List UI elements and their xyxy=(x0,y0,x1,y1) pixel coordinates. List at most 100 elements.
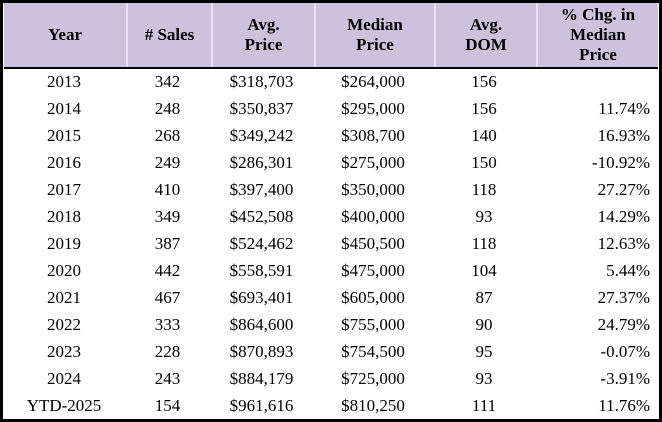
table-cell: 154 xyxy=(154,395,181,415)
table-row: YTD-2025 154 $961,616 $810,250 111 11.76% xyxy=(3,392,659,419)
table-row: 2023 228 $870,893 $754,500 95 -0.07% xyxy=(3,338,659,366)
table-row: 2013 342 $318,703 $264,000 156 xyxy=(3,69,659,96)
table-cell: $693,401 xyxy=(229,287,294,307)
table-cell: 156 xyxy=(471,99,497,119)
column-header: # Sales xyxy=(126,3,211,67)
table-cell: 228 xyxy=(154,341,181,361)
table-row: 2024 243 $884,179 $725,000 93 -3.91% xyxy=(3,365,659,393)
table-cell: 16.93% xyxy=(597,126,650,146)
table-cell: 410 xyxy=(154,180,181,200)
table-cell: 243 xyxy=(154,368,181,388)
table-cell: 2016 xyxy=(47,153,81,173)
table-cell: $754,500 xyxy=(341,341,405,361)
table-cell: $884,179 xyxy=(229,368,294,388)
table-row: 2022 333 $864,600 $755,000 90 24.79% xyxy=(3,311,659,339)
table-row: 2018 349 $452,508 $400,000 93 14.29% xyxy=(3,203,659,231)
table-cell: 150 xyxy=(471,153,497,173)
table-cell: $275,000 xyxy=(341,153,405,173)
table-cell: $558,591 xyxy=(229,260,294,280)
table-cell: 467 xyxy=(154,287,181,307)
table-cell: -0.07% xyxy=(600,341,650,361)
table-row: 2017 410 $397,400 $350,000 118 27.27% xyxy=(3,176,659,204)
table-header-row: Year # Sales Avg. Price Median Price Avg. DO… xyxy=(4,3,658,69)
table-cell: 2020 xyxy=(47,260,81,280)
table-cell: 2018 xyxy=(47,207,81,227)
table-cell: 156 xyxy=(471,72,497,92)
table-cell: 24.79% xyxy=(597,314,650,334)
table-cell: 2013 xyxy=(47,72,81,92)
table-cell: $961,616 xyxy=(229,395,294,415)
table-cell: $755,000 xyxy=(341,314,405,334)
column-header: Year xyxy=(48,25,82,44)
table-cell: 11.76% xyxy=(598,395,650,415)
table-body: 2013 342 $318,703 $264,000 156 2014 248 $350,83… xyxy=(3,69,659,419)
table-cell: 104 xyxy=(471,260,497,280)
table-cell: 87 xyxy=(475,287,493,307)
table-cell: 2015 xyxy=(47,126,81,146)
table-cell: 333 xyxy=(154,314,181,334)
table-cell: 349 xyxy=(154,207,181,227)
table-cell: 2024 xyxy=(47,368,81,388)
table-cell: 140 xyxy=(471,126,497,146)
table-cell: -3.91% xyxy=(600,368,650,388)
table-cell: $450,500 xyxy=(341,233,405,253)
table-cell: $286,301 xyxy=(229,153,294,173)
table-cell: 27.37% xyxy=(597,287,650,307)
table-cell: 27.27% xyxy=(597,180,650,200)
table-cell: 248 xyxy=(154,99,181,119)
table-cell: $349,242 xyxy=(229,126,294,146)
table-cell: -10.92% xyxy=(591,153,650,173)
table-cell: 93 xyxy=(475,368,493,388)
table-row: 2015 268 $349,242 $308,700 140 16.93% xyxy=(3,122,659,150)
column-header: Median Price xyxy=(314,3,434,67)
table-row: 2014 248 $350,837 $295,000 156 11.74% xyxy=(3,95,659,123)
table-cell: $295,000 xyxy=(341,99,405,119)
table-cell: $400,000 xyxy=(341,207,405,227)
table-row: 2020 442 $558,591 $475,000 104 5.44% xyxy=(3,257,659,285)
table-cell: 268 xyxy=(154,126,181,146)
table-cell: 5.44% xyxy=(606,260,650,280)
table-cell xyxy=(535,69,659,96)
table-cell: 111 xyxy=(471,395,497,415)
column-header: % Chg. in Median Price xyxy=(536,3,658,67)
table-cell: $870,893 xyxy=(229,341,294,361)
table-cell: $475,000 xyxy=(341,260,405,280)
table-cell: 2023 xyxy=(47,341,81,361)
table-cell: YTD-2025 xyxy=(26,395,102,415)
table-cell: $264,000 xyxy=(341,72,405,92)
table-cell: $452,508 xyxy=(229,207,294,227)
table-cell: 118 xyxy=(471,233,497,253)
table-cell: 2022 xyxy=(47,314,81,334)
table-cell: $397,400 xyxy=(229,180,294,200)
table-row: 2019 387 $524,462 $450,500 118 12.63% xyxy=(3,230,659,258)
table-cell: 2017 xyxy=(47,180,81,200)
table-cell: 342 xyxy=(154,72,181,92)
table-cell: $725,000 xyxy=(341,368,405,388)
table-row: 2016 249 $286,301 $275,000 150 -10.92% xyxy=(3,149,659,177)
table-cell: $350,000 xyxy=(341,180,405,200)
column-header: Avg. DOM xyxy=(434,3,536,67)
table-row: 2021 467 $693,401 $605,000 87 27.37% xyxy=(3,284,659,312)
table-cell: 249 xyxy=(154,153,181,173)
table-cell: 442 xyxy=(154,260,181,280)
table-cell: 2021 xyxy=(47,287,81,307)
table-cell: 2014 xyxy=(47,99,81,119)
table-cell: 93 xyxy=(475,207,493,227)
table-cell: $308,700 xyxy=(341,126,405,146)
table-cell: $318,703 xyxy=(229,72,294,92)
table-cell: 387 xyxy=(154,233,181,253)
table-cell: 118 xyxy=(471,180,497,200)
table-cell: $864,600 xyxy=(229,314,294,334)
table-cell: $524,462 xyxy=(229,233,294,253)
table-cell: $810,250 xyxy=(341,395,405,415)
table-cell: 90 xyxy=(475,314,493,334)
table-cell: $350,837 xyxy=(229,99,294,119)
table-cell: 12.63% xyxy=(597,233,650,253)
table-cell: 14.29% xyxy=(597,207,650,227)
table-cell: $605,000 xyxy=(341,287,405,307)
column-header: Avg. Price xyxy=(211,3,314,67)
table-cell: 11.74% xyxy=(598,99,650,119)
table-cell: 95 xyxy=(475,341,493,361)
table-cell: 2019 xyxy=(47,233,81,253)
